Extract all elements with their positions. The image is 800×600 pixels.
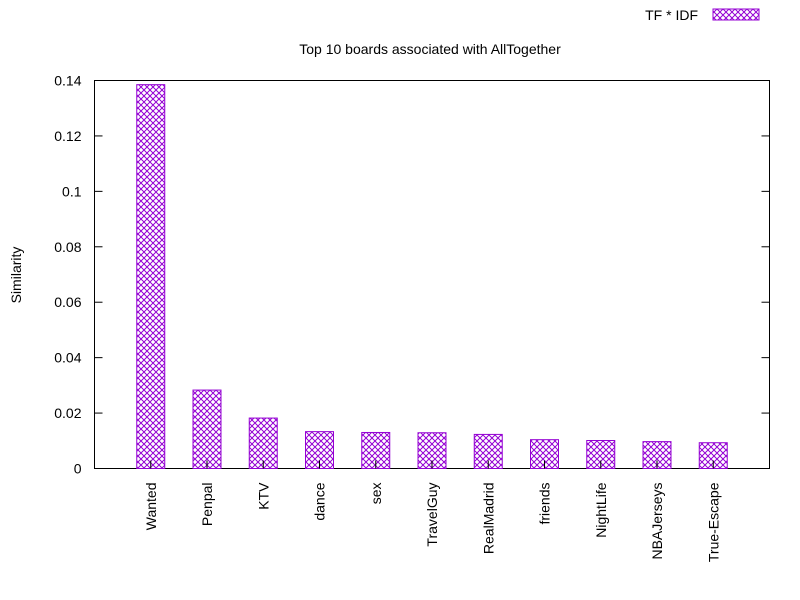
y-tick-label: 0.1: [62, 183, 82, 199]
y-tick-label: 0: [74, 461, 82, 477]
x-tick-label: True-Escape: [705, 482, 721, 562]
x-tick-label: NightLife: [593, 482, 609, 537]
x-tick-label: NBAJerseys: [649, 483, 665, 560]
x-axis: Wanted Penpal KTV dance sex TravelGuy RealMadr…: [143, 460, 721, 562]
y-axis: 0 0.02 0.04 0.06 0.08 0.1 0.12 0.14: [54, 73, 770, 477]
legend: TF * IDF: [645, 7, 760, 23]
x-tick-label: friends: [537, 483, 553, 525]
x-tick-label: sex: [368, 483, 384, 505]
bars: [136, 84, 728, 470]
y-tick-label: 0.04: [54, 350, 81, 366]
bar-Wanted: [136, 84, 166, 470]
y-tick-label: 0.06: [54, 294, 81, 310]
x-tick-label: Wanted: [143, 483, 159, 531]
x-tick-label: KTV: [255, 482, 271, 510]
x-tick-label: RealMadrid: [480, 483, 496, 555]
bar-Penpal: [192, 389, 222, 469]
y-tick-label: 0.02: [54, 405, 81, 421]
chart-title: Top 10 boards associated with AllTogethe…: [299, 41, 561, 57]
legend-swatch: [712, 8, 760, 21]
legend-label: TF * IDF: [645, 7, 698, 23]
y-tick-label: 0.12: [54, 128, 81, 144]
x-tick-label: Penpal: [199, 483, 215, 527]
y-tick-label: 0.08: [54, 239, 81, 255]
x-tick-label: dance: [312, 482, 328, 520]
x-tick-label: TravelGuy: [424, 483, 440, 547]
y-axis-label: Similarity: [8, 247, 24, 304]
y-tick-label: 0.14: [54, 73, 81, 89]
